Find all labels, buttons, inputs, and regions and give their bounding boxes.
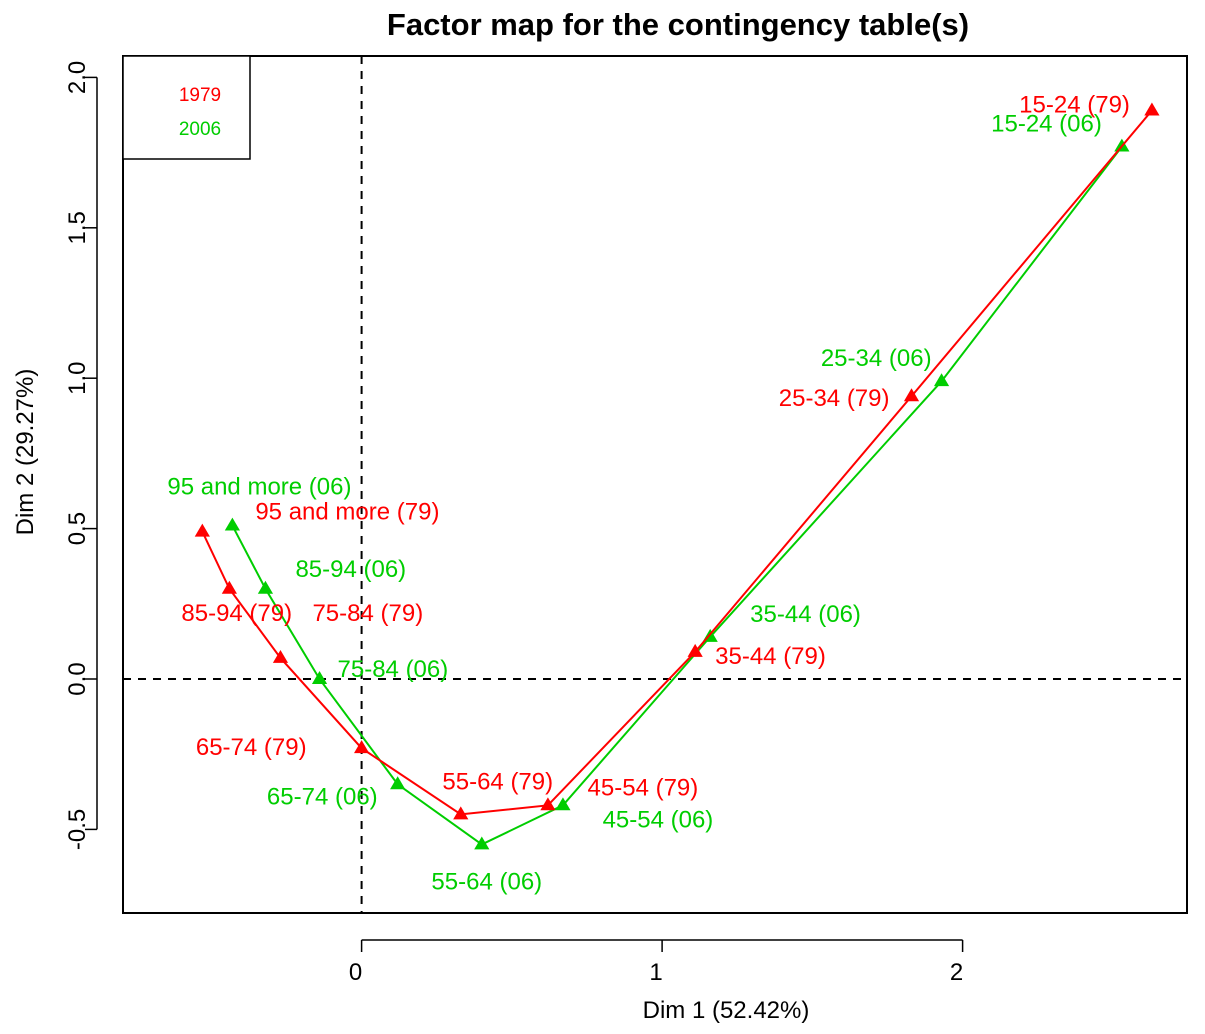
legend-box bbox=[122, 55, 251, 160]
point-marker-75-84-79 bbox=[272, 649, 289, 663]
point-marker-25-34-06 bbox=[933, 373, 950, 387]
legend: 1979 2006 bbox=[122, 55, 251, 160]
point-marker-15-24-79 bbox=[1144, 102, 1160, 116]
reference-lines bbox=[123, 56, 1187, 913]
series-1979: 15-24 (79) 25-34 (79) 35-44 (79) 45-54 (79)… bbox=[181, 91, 1160, 820]
point-label-95-and-more-79: 95 and more (79) bbox=[255, 499, 439, 526]
series-layer: 15-24 (06) 25-34 (06) 35-44 (06) 45-54 (06)… bbox=[167, 91, 1160, 895]
point-label-85-94-79: 85-94 (79) bbox=[181, 600, 292, 627]
point-label-15-24-79: 15-24 (79) bbox=[1019, 91, 1130, 118]
x-tick-label: 0 bbox=[349, 959, 362, 986]
legend-entry-2006: 2006 bbox=[179, 119, 221, 140]
x-axis: 0 1 2 bbox=[349, 939, 964, 986]
point-marker-55-64-79 bbox=[453, 806, 469, 820]
y-axis-label: Dim 2 (29.27%) bbox=[12, 369, 39, 536]
point-marker-85-94-79 bbox=[221, 580, 237, 594]
plot-frame bbox=[122, 55, 1188, 914]
series-line-1979 bbox=[201, 109, 1153, 816]
y-tick-label: 0.5 bbox=[64, 512, 91, 545]
point-label-55-64-79: 55-64 (79) bbox=[442, 768, 553, 795]
y-tick-label: -0.5 bbox=[64, 809, 91, 850]
x-tick-label: 1 bbox=[649, 959, 662, 986]
point-marker-35-44-79 bbox=[687, 643, 703, 657]
point-label-85-94-06: 85-94 (06) bbox=[295, 556, 406, 583]
point-marker-25-34-79 bbox=[903, 388, 920, 402]
point-marker-45-54-79 bbox=[540, 797, 556, 811]
point-label-75-84-06: 75-84 (06) bbox=[338, 656, 449, 683]
point-label-65-74-79: 65-74 (79) bbox=[196, 734, 307, 761]
point-label-15-24-06: 15-24 (06) bbox=[991, 111, 1102, 138]
legend-entry-1979: 1979 bbox=[179, 85, 221, 106]
point-marker-75-84-06 bbox=[311, 671, 328, 684]
point-marker-85-94-06 bbox=[257, 580, 274, 594]
point-label-45-54-79: 45-54 (79) bbox=[588, 774, 699, 801]
point-label-35-44-06: 35-44 (06) bbox=[750, 601, 861, 628]
y-tick-label: 1.5 bbox=[64, 211, 91, 244]
point-label-95-and-more-06: 95 and more (06) bbox=[167, 474, 351, 501]
series-line-2006 bbox=[231, 145, 1123, 846]
point-label-75-84-79: 75-84 (79) bbox=[312, 600, 423, 627]
point-marker-65-74-06 bbox=[390, 776, 406, 790]
point-label-25-34-06: 25-34 (06) bbox=[821, 345, 932, 372]
series-2006: 15-24 (06) 25-34 (06) 35-44 (06) 45-54 (06)… bbox=[167, 111, 1130, 895]
point-marker-65-74-79 bbox=[354, 740, 370, 754]
y-axis: -0.5 0.0 0.5 1.0 1.5 2.0 bbox=[64, 61, 98, 850]
point-marker-95-and-more-79 bbox=[194, 523, 210, 537]
y-tick-label: 2.0 bbox=[64, 61, 91, 94]
point-label-55-64-06: 55-64 (06) bbox=[431, 868, 542, 895]
y-tick-label: 0.0 bbox=[64, 662, 91, 695]
point-label-65-74-06: 65-74 (06) bbox=[267, 783, 378, 810]
x-axis-label: Dim 1 (52.42%) bbox=[643, 997, 810, 1024]
chart-title: Factor map for the contingency table(s) bbox=[387, 7, 969, 42]
point-marker-95-and-more-06 bbox=[224, 517, 240, 531]
point-marker-55-64-06 bbox=[474, 836, 490, 850]
point-label-25-34-79: 25-34 (79) bbox=[779, 385, 890, 412]
y-tick-label: 1.0 bbox=[64, 362, 91, 395]
point-marker-45-54-06 bbox=[555, 797, 571, 811]
x-tick-label: 2 bbox=[950, 959, 963, 986]
point-label-35-44-79: 35-44 (79) bbox=[715, 643, 826, 670]
point-label-45-54-06: 45-54 (06) bbox=[603, 806, 714, 833]
